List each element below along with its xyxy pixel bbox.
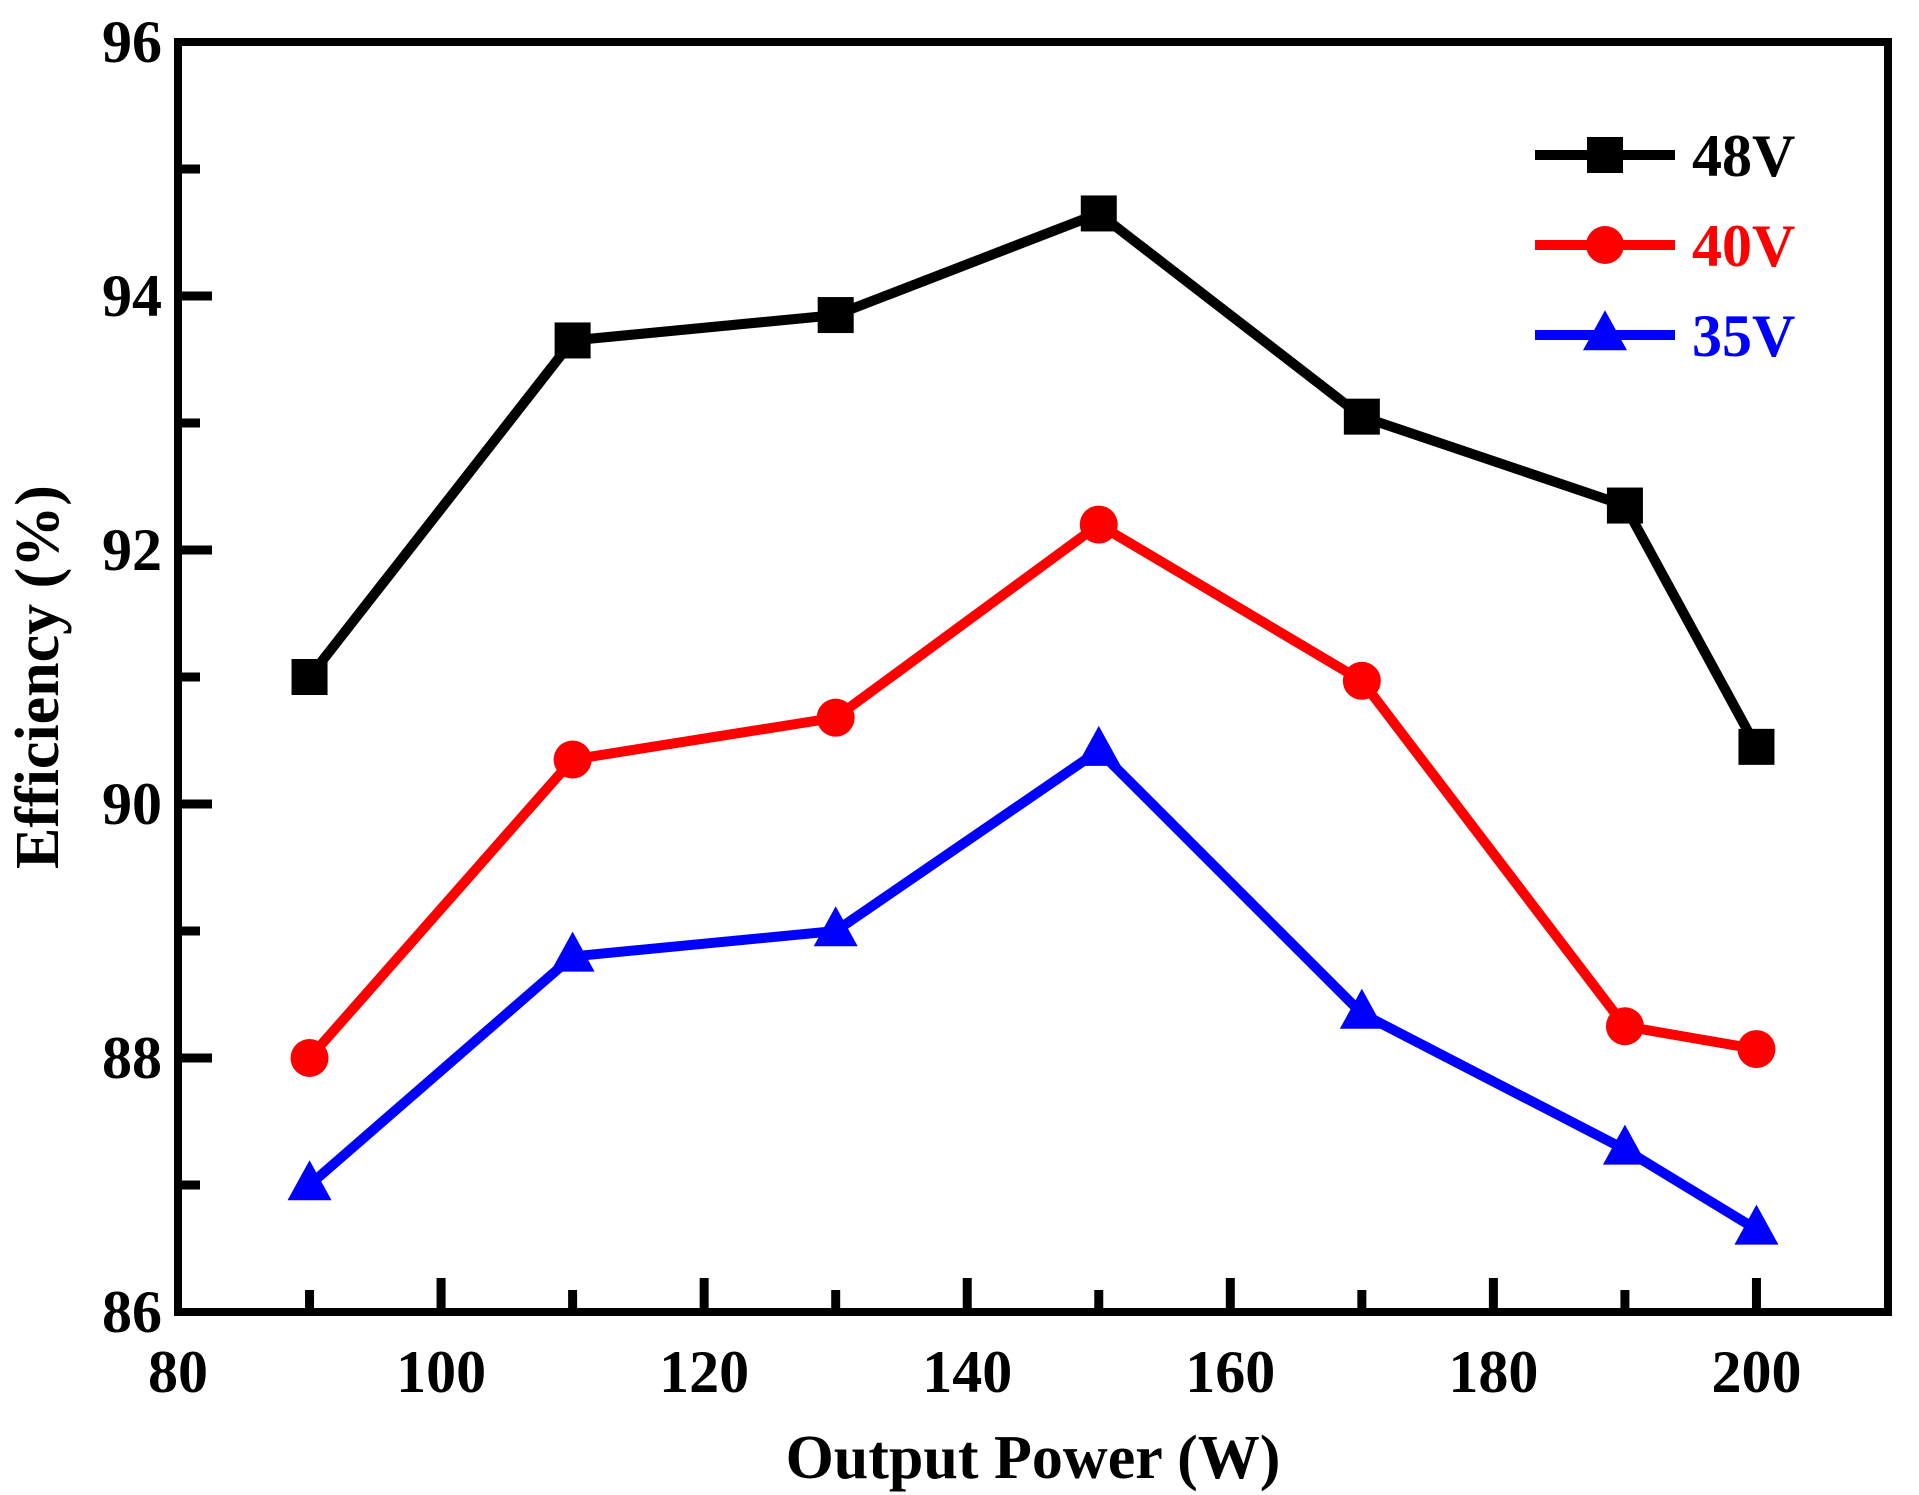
data-point-48v	[291, 659, 328, 695]
data-point-40v	[1079, 505, 1118, 544]
y-tick-label: 90	[102, 771, 162, 837]
x-tick-label: 120	[659, 1339, 749, 1405]
x-axis-title: Output Power (W)	[786, 1424, 1281, 1492]
legend-label-35v: 35V	[1692, 303, 1795, 369]
data-point-40v	[553, 740, 592, 779]
x-tick-label: 180	[1448, 1339, 1538, 1405]
legend: 48V 40V 35V	[1535, 123, 1795, 369]
x-tick-label: 100	[396, 1339, 486, 1405]
y-axis-title: Efficiency (%)	[4, 485, 72, 869]
series-line-35v	[306, 744, 1760, 1234]
y-tick-label: 92	[102, 517, 162, 583]
data-point-35v	[1076, 725, 1121, 766]
data-point-48v	[1738, 728, 1775, 765]
legend-marker-35v	[1583, 310, 1627, 351]
y-tick-label: 94	[102, 263, 162, 329]
x-tick-label: 80	[148, 1339, 208, 1405]
data-point-35v	[287, 1160, 332, 1201]
legend-item-48v: 48V	[1535, 123, 1795, 189]
data-point-40v	[290, 1039, 329, 1077]
x-tick-label: 200	[1711, 1339, 1801, 1405]
data-point-48v	[817, 297, 854, 334]
data-point-40v	[816, 698, 855, 737]
y-tick-label: 86	[102, 1279, 162, 1345]
y-tick-label: 96	[102, 9, 162, 75]
x-axis-ticks: 80 100 120 140 160 180 200	[148, 1278, 1801, 1405]
series-line-48v	[305, 207, 1761, 750]
data-point-35v	[550, 931, 595, 972]
x-tick-label: 160	[1185, 1339, 1275, 1405]
series-35v	[287, 725, 1779, 1245]
y-axis-ticks: 86 88 90 92 94 96	[102, 9, 212, 1345]
data-point-48v	[1606, 487, 1643, 524]
legend-item-35v: 35V	[1535, 303, 1795, 369]
legend-marker-48v	[1587, 137, 1623, 173]
legend-label-48v: 48V	[1692, 123, 1795, 189]
series-48v	[291, 195, 1775, 765]
plot-frame	[174, 38, 1892, 1316]
data-point-35v	[813, 906, 858, 947]
data-point-40v	[1737, 1030, 1776, 1069]
legend-label-40v: 40V	[1692, 213, 1795, 279]
data-point-40v	[1342, 661, 1381, 700]
data-point-48v	[554, 322, 591, 359]
data-point-35v	[1339, 988, 1384, 1029]
series-layer	[287, 195, 1779, 1245]
legend-item-40v: 40V	[1535, 213, 1795, 279]
legend-marker-40v	[1586, 226, 1624, 264]
data-point-35v	[1602, 1124, 1647, 1165]
x-tick-label: 140	[922, 1339, 1012, 1405]
data-point-48v	[1080, 195, 1117, 232]
data-point-35v	[1734, 1204, 1779, 1245]
data-point-48v	[1343, 398, 1380, 435]
y-tick-label: 88	[102, 1025, 162, 1091]
series-40v	[290, 505, 1776, 1077]
data-point-40v	[1605, 1007, 1644, 1046]
